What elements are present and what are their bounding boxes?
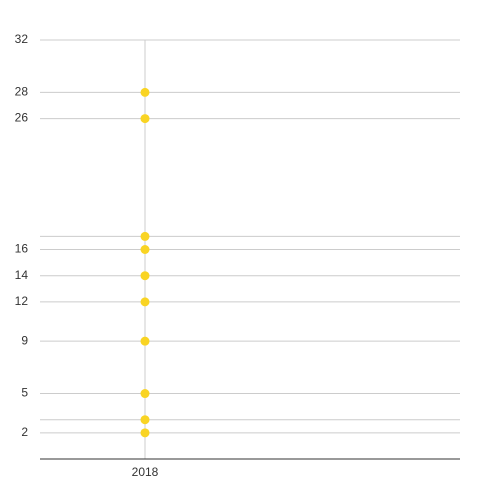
point [140,389,150,399]
point [140,114,150,124]
y-tick-label: 32 [15,32,29,46]
point [140,87,150,97]
y-tick-label: 2 [21,425,28,439]
point [140,336,150,346]
point [140,415,150,425]
y-tick-label: 26 [15,111,29,125]
point [140,271,150,281]
y-tick-label: 9 [21,333,28,347]
y-tick-label: 12 [15,294,29,308]
y-tick-label: 16 [15,242,29,256]
y-tick-label: 28 [15,85,29,99]
y-tick-label: 5 [21,386,28,400]
point [140,428,150,438]
point [140,297,150,307]
point [140,245,150,254]
x-tick-label: 2018 [132,465,159,479]
point [140,231,150,241]
y-tick-label: 14 [15,268,29,282]
